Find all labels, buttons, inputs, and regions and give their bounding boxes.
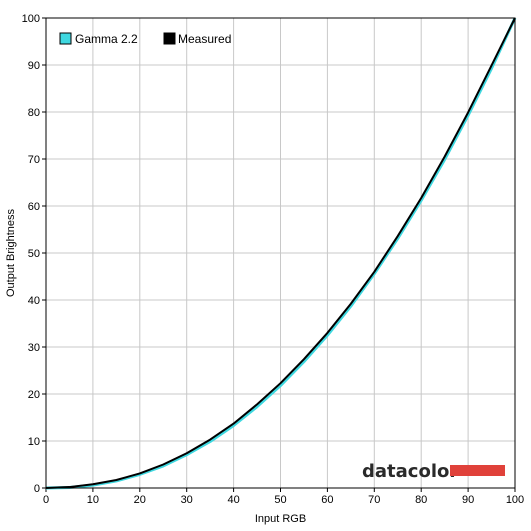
plot-frame xyxy=(45,17,516,489)
x-tick-label: 70 xyxy=(368,494,380,506)
legend-item-measured: Measured xyxy=(163,32,231,46)
x-tick-label: 60 xyxy=(321,494,333,506)
datacolor-logo: datacolor xyxy=(362,461,505,482)
datacolor-wordmark: datacolor xyxy=(362,461,458,482)
legend-item-gamma: Gamma 2.2 xyxy=(59,32,138,46)
x-tick-label: 0 xyxy=(43,494,49,506)
series-line-measured xyxy=(45,17,516,489)
y-tick-label: 30 xyxy=(28,342,40,354)
x-tick-label: 90 xyxy=(462,494,474,506)
x-tick-label: 80 xyxy=(415,494,427,506)
legend: Gamma 2.2 Measured xyxy=(59,32,231,46)
tick-labels: 0 10 20 30 40 50 60 70 80 90 100 0 10 20 30 40 50 60 70 80 9… xyxy=(22,13,525,506)
y-tick-label: 20 xyxy=(28,389,40,401)
x-tick-label: 40 xyxy=(227,494,239,506)
series-lines xyxy=(45,17,517,490)
y-tick-label: 60 xyxy=(28,201,40,213)
y-tick-label: 10 xyxy=(28,436,40,448)
legend-label-measured: Measured xyxy=(178,32,231,46)
x-tick-label: 10 xyxy=(87,494,99,506)
datacolor-logo-bar xyxy=(450,465,505,476)
legend-swatch-measured xyxy=(163,32,176,45)
y-tick-label: 90 xyxy=(28,60,40,72)
y-tick-label: 50 xyxy=(28,248,40,260)
grid xyxy=(45,17,516,489)
x-tick-label: 30 xyxy=(181,494,193,506)
legend-swatch-gamma xyxy=(59,32,72,45)
x-tick-label: 50 xyxy=(274,494,286,506)
legend-label-gamma: Gamma 2.2 xyxy=(75,32,138,46)
x-tick-label: 20 xyxy=(134,494,146,506)
x-tick-label: 100 xyxy=(506,494,524,506)
x-axis-title: Input RGB xyxy=(255,513,306,525)
y-tick-label: 0 xyxy=(34,483,40,495)
y-tick-label: 100 xyxy=(22,13,40,25)
y-tick-label: 70 xyxy=(28,154,40,166)
y-tick-label: 80 xyxy=(28,107,40,119)
y-axis-title: Output Brightness xyxy=(5,208,17,297)
y-tick-label: 40 xyxy=(28,295,40,307)
